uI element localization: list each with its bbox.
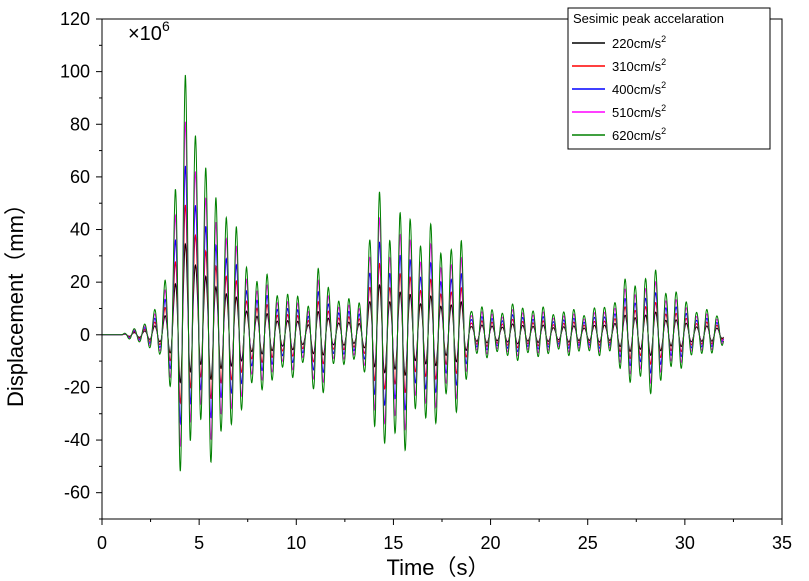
legend-title: Sesimic peak accelaration	[573, 11, 724, 26]
legend-box	[567, 7, 771, 150]
y-multiplier: ×106	[128, 18, 170, 45]
plot-lines	[102, 74, 724, 472]
y-tick-label: 0	[80, 325, 90, 345]
y-axis: -60 -40 -20 0 20 40 60 80 100 120	[60, 9, 102, 520]
x-axis-title: Time（s）	[386, 555, 489, 580]
legend-label: 400cm/s2	[612, 80, 666, 97]
legend-label: 620cm/s2	[612, 126, 666, 143]
y-tick-label: 60	[70, 167, 90, 187]
y-tick-label: -40	[64, 430, 90, 450]
legend: Sesimic peak accelaration 220cm/s2 310cm/…	[567, 7, 771, 150]
x-tick-label: 15	[383, 533, 403, 553]
series-line	[102, 74, 724, 472]
y-tick-label: -20	[64, 377, 90, 397]
x-tick-label: 20	[481, 533, 501, 553]
y-tick-label: 20	[70, 272, 90, 292]
y-tick-label: 80	[70, 114, 90, 134]
x-tick-label: 35	[772, 533, 792, 553]
x-tick-label: 10	[286, 533, 306, 553]
y-axis-title: Displacement（mm）	[3, 193, 28, 407]
legend-items: 220cm/s2 310cm/s2 400cm/s2 510cm/s2 620cm/s2	[572, 34, 666, 143]
series-line	[102, 121, 724, 447]
x-axis: 0 5 10 15 20 25 30 35	[97, 519, 792, 553]
legend-label: 310cm/s2	[612, 57, 666, 74]
y-multiplier-exponent: 6	[162, 18, 170, 34]
x-tick-label: 25	[578, 533, 598, 553]
x-tick-label: 5	[194, 533, 204, 553]
y-tick-label: 40	[70, 220, 90, 240]
x-tick-label: 0	[97, 533, 107, 553]
y-tick-label: -60	[64, 483, 90, 503]
y-tick-label: 100	[60, 62, 90, 82]
x-tick-label: 30	[675, 533, 695, 553]
y-tick-label: 120	[60, 9, 90, 29]
y-multiplier-base: ×10	[128, 23, 162, 45]
legend-label: 510cm/s2	[612, 103, 666, 120]
legend-label: 220cm/s2	[612, 34, 666, 51]
